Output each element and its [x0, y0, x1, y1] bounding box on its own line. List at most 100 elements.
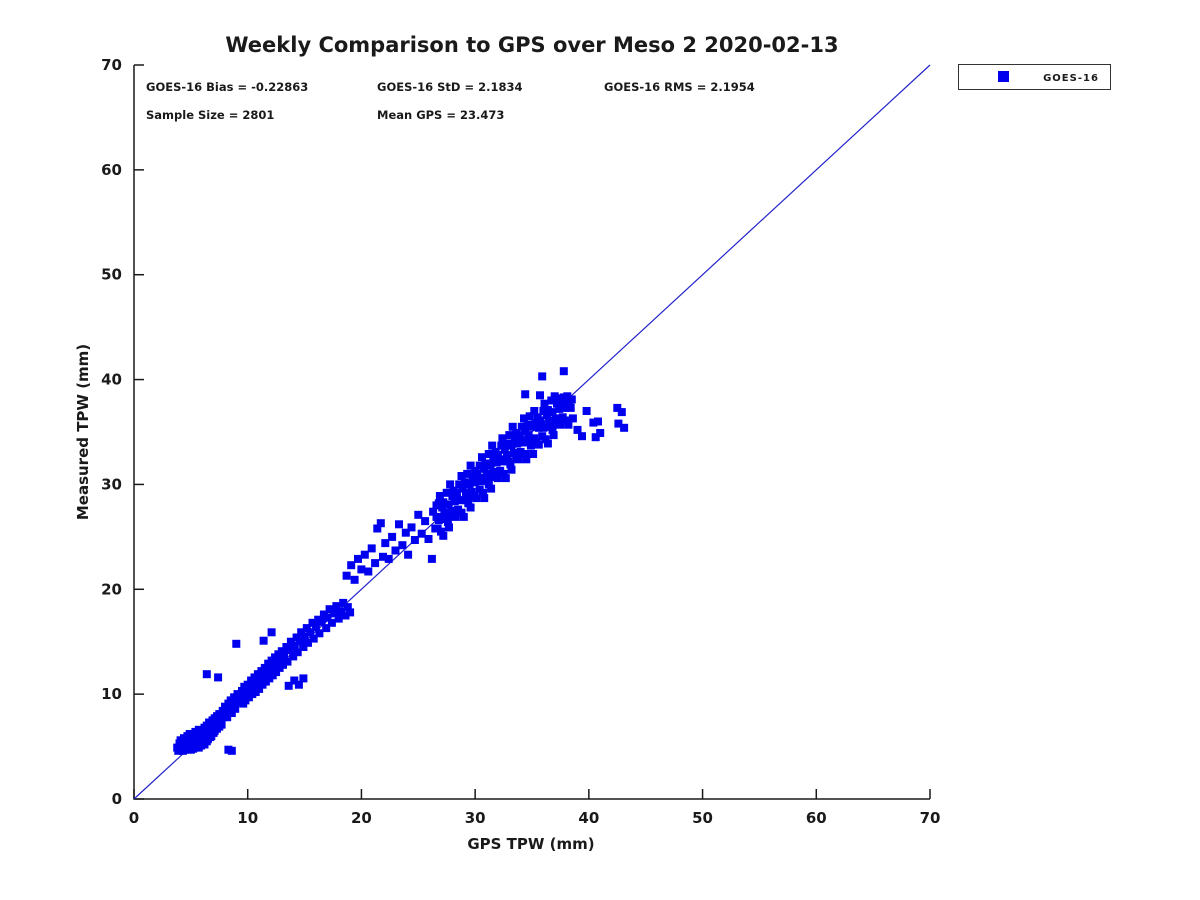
data-point-marker: [479, 488, 488, 497]
data-point-marker: [447, 506, 456, 515]
data-point-marker: [439, 498, 448, 507]
data-point-marker: [541, 435, 550, 444]
data-point-marker: [499, 469, 508, 478]
data-point-marker: [242, 689, 251, 698]
data-point-marker: [234, 695, 243, 704]
data-point-marker: [360, 550, 369, 559]
data-point-marker: [421, 517, 430, 526]
data-point-marker: [568, 414, 577, 423]
data-point-marker: [501, 474, 510, 483]
data-point-marker: [543, 406, 552, 414]
data-point-marker: [553, 399, 561, 408]
data-point-marker: [478, 453, 486, 462]
data-point-marker: [339, 598, 348, 607]
data-point-marker: [376, 519, 385, 528]
data-point-marker: [272, 668, 281, 677]
data-point-marker: [343, 603, 352, 612]
data-point-marker: [443, 518, 452, 527]
data-point-marker: [475, 461, 484, 470]
data-point-marker: [315, 629, 324, 638]
y-tick-label: 10: [101, 685, 122, 703]
data-point-marker: [463, 469, 472, 478]
x-axis-label: GPS TPW (mm): [467, 835, 594, 853]
data-point-marker: [620, 423, 629, 432]
legend-marker-square-icon: [998, 71, 1009, 82]
data-point-marker: [578, 432, 586, 441]
data-point-marker: [371, 559, 380, 568]
data-point-marker: [536, 416, 544, 425]
data-point-marker: [297, 628, 306, 637]
x-tick-label: 10: [237, 809, 258, 827]
data-point-marker: [325, 605, 334, 614]
data-point-marker: [223, 713, 232, 722]
x-tick-label: 0: [129, 809, 139, 827]
data-point-marker: [480, 464, 489, 473]
data-point-marker: [514, 455, 523, 464]
data-point-marker: [506, 460, 515, 469]
data-point-marker: [556, 420, 565, 429]
data-point-marker: [286, 637, 295, 646]
data-point-marker: [484, 480, 493, 489]
legend-entry-label: GOES-16: [1043, 73, 1099, 84]
data-point-marker: [280, 651, 289, 660]
data-point-marker: [526, 441, 535, 450]
stat-rms: GOES-16 RMS = 2.1954: [604, 80, 755, 94]
data-point-marker: [317, 617, 326, 626]
data-point-marker: [505, 431, 514, 440]
data-point-marker: [452, 488, 461, 497]
data-point-marker: [367, 544, 376, 553]
data-point-marker: [457, 508, 466, 517]
data-point-marker: [292, 633, 301, 642]
data-point-marker: [456, 496, 465, 505]
data-point-marker: [442, 488, 451, 497]
data-point-marker: [231, 704, 240, 713]
data-point-marker: [500, 445, 509, 454]
data-point-marker: [472, 494, 481, 503]
data-point-marker: [457, 472, 466, 480]
data-point-marker: [404, 550, 413, 559]
data-point-marker: [589, 418, 598, 427]
data-point-marker: [439, 531, 448, 540]
data-point-marker: [440, 508, 449, 517]
data-point-marker: [536, 391, 544, 400]
stat-std: GOES-16 StD = 2.1834: [377, 80, 522, 94]
data-point-marker: [493, 451, 502, 460]
chart-title: Weekly Comparison to GPS over Meso 2 202…: [225, 33, 838, 57]
data-point-marker: [534, 440, 543, 449]
data-point-marker: [332, 602, 341, 611]
y-axis-label: Measured TPW (mm): [74, 344, 92, 520]
data-point-marker: [334, 614, 343, 623]
data-point-marker: [489, 454, 498, 463]
data-point-marker: [401, 528, 410, 537]
data-point-marker: [525, 412, 534, 421]
data-point-marker: [384, 554, 393, 563]
data-point-marker: [551, 414, 560, 423]
data-point-marker: [357, 565, 366, 574]
data-point-marker: [296, 637, 304, 646]
data-point-marker: [521, 390, 530, 399]
data-point-marker: [417, 529, 426, 538]
data-point-marker: [350, 575, 359, 584]
data-point-marker: [299, 674, 308, 683]
data-point-marker: [434, 516, 443, 525]
data-point-marker: [529, 450, 538, 458]
data-point-marker: [513, 439, 522, 448]
x-tick-label: 70: [920, 809, 941, 827]
data-point-marker: [561, 403, 569, 412]
data-point-marker: [379, 552, 387, 561]
data-point-marker: [311, 623, 320, 631]
data-point-marker: [337, 607, 345, 616]
data-point-marker: [488, 441, 497, 450]
axes: 0 10 20 30 40 50 60 70 0 10 20 30 40 50 60 70: [101, 56, 940, 827]
data-point-marker: [517, 422, 526, 431]
data-point-marker: [364, 567, 373, 576]
data-point-marker: [308, 618, 317, 627]
data-point-marker: [596, 429, 605, 437]
data-point-marker: [542, 411, 551, 420]
data-point-marker: [323, 613, 332, 622]
data-point-marker: [438, 503, 447, 512]
y-tick-label: 30: [101, 475, 122, 493]
data-point-marker: [255, 684, 264, 693]
data-point-marker: [342, 571, 351, 580]
